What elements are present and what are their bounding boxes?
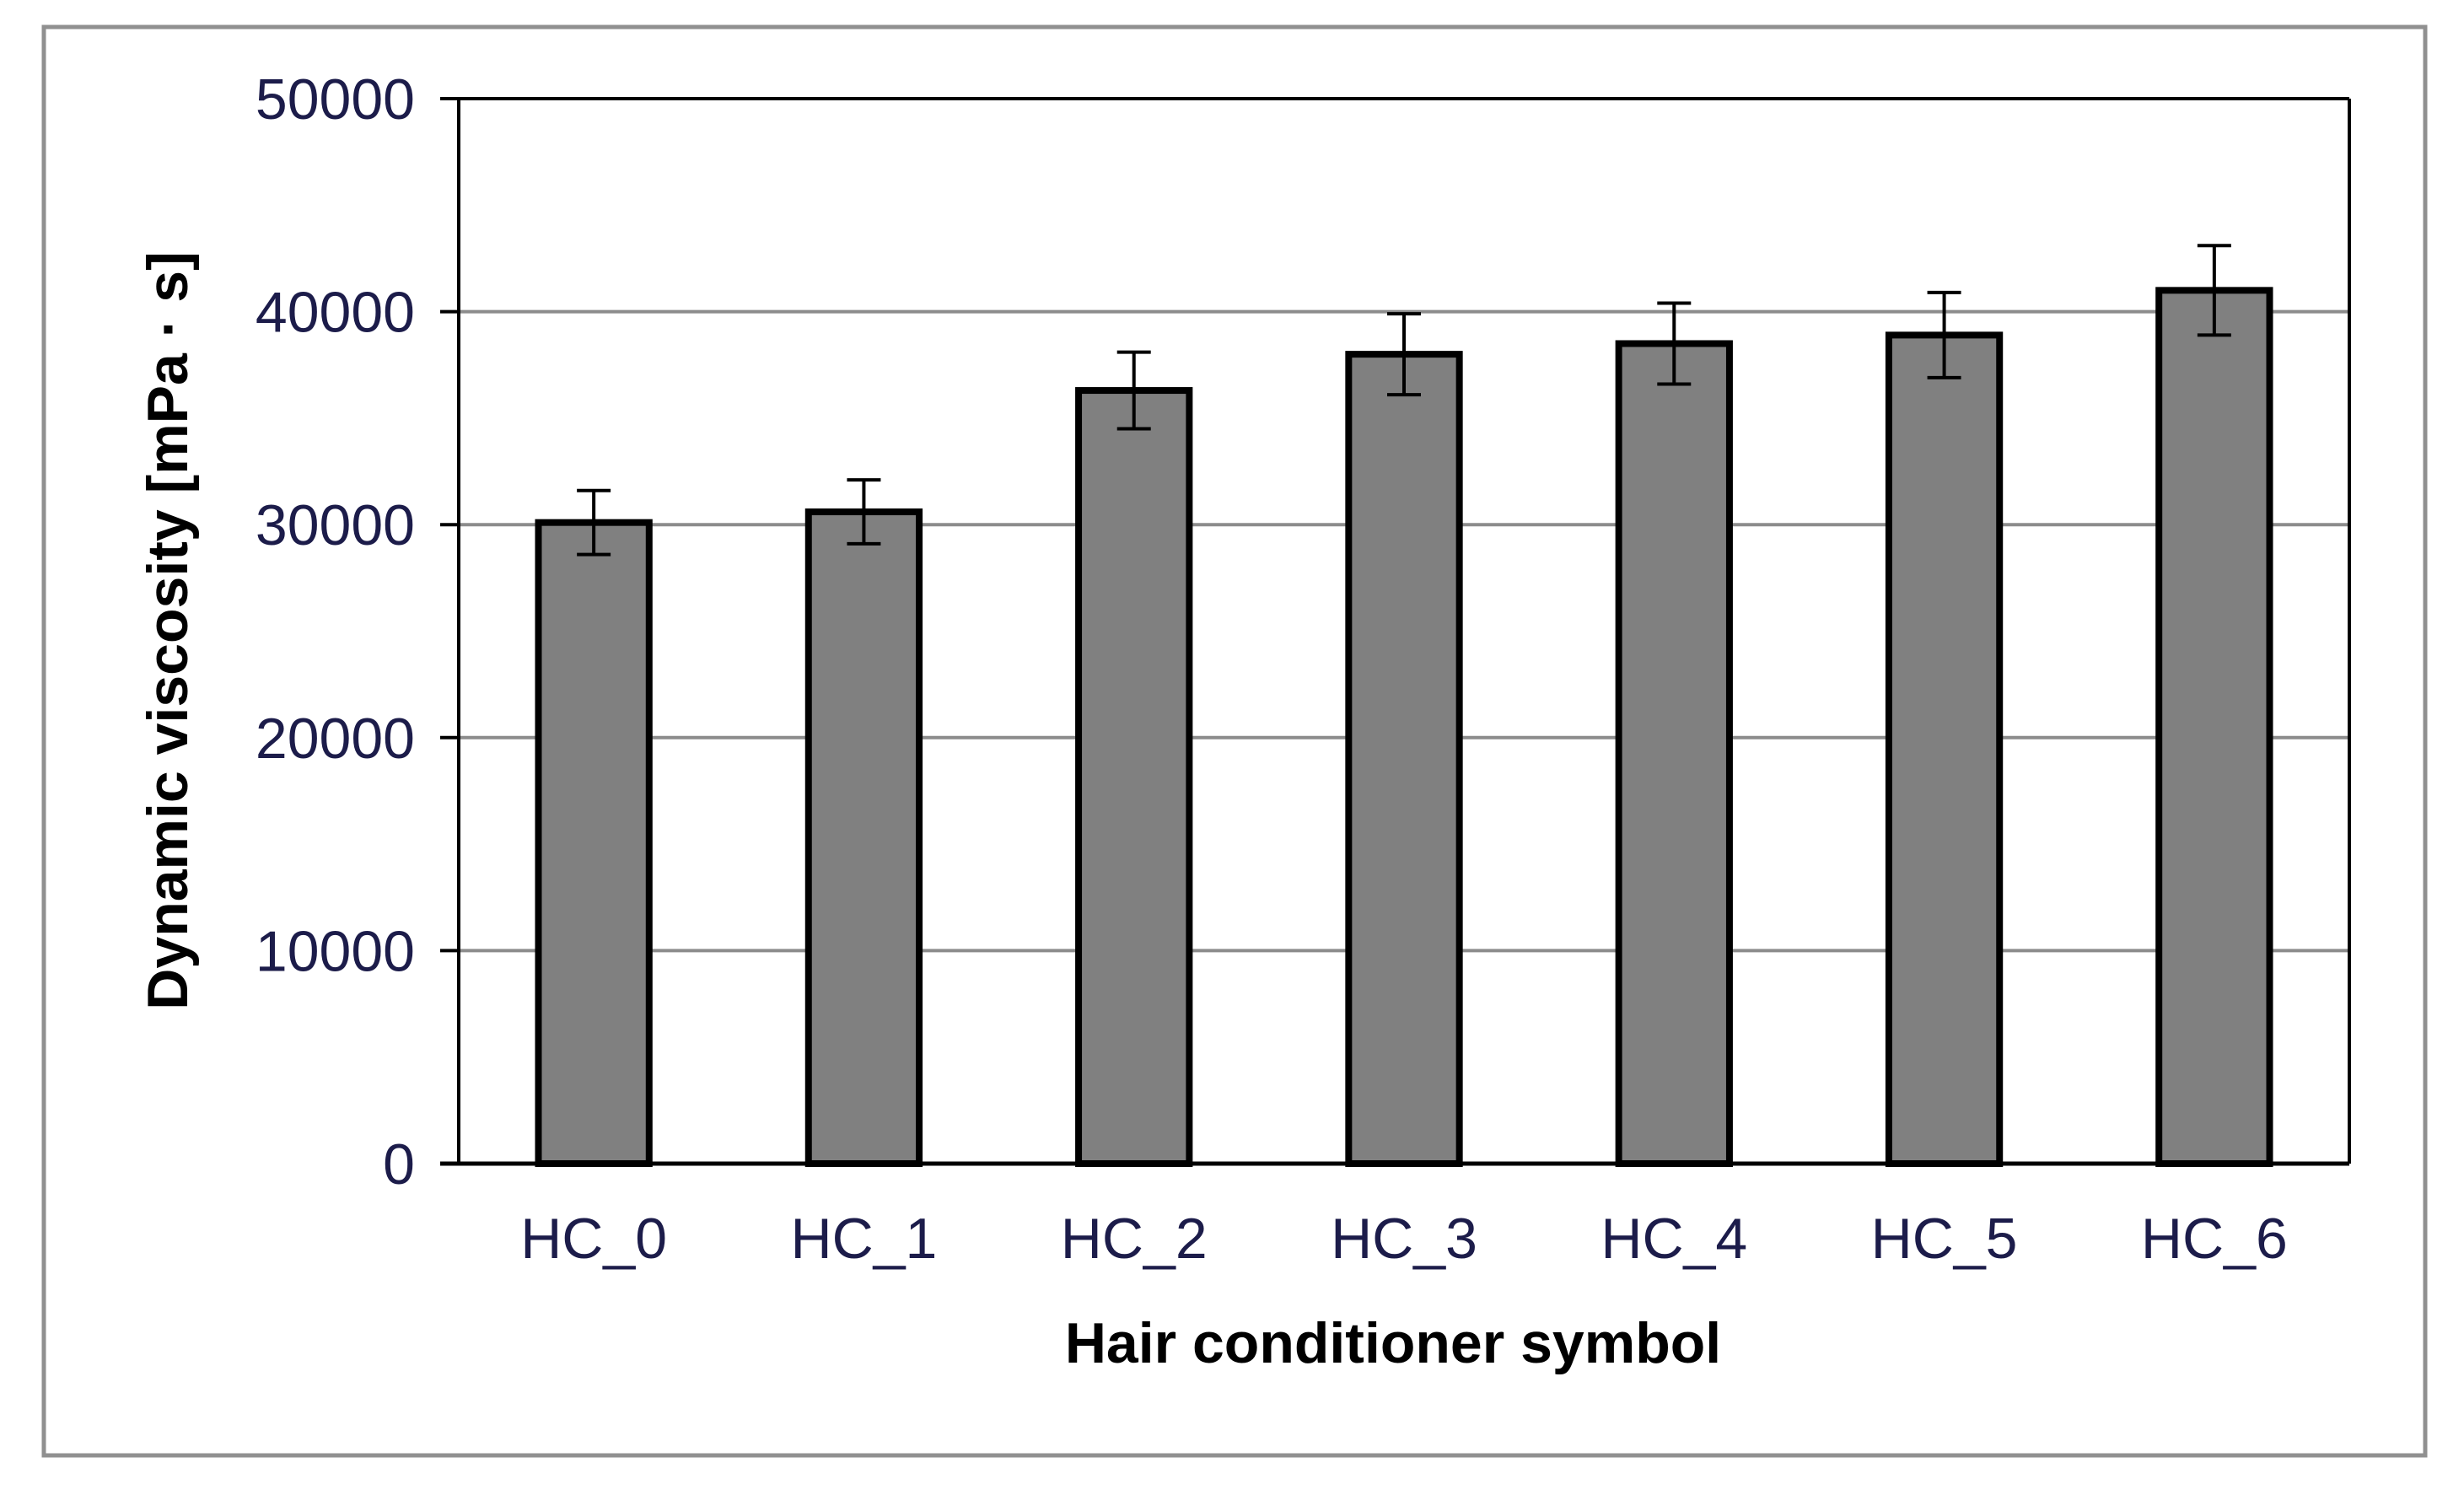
- x-tick-label: HC_5: [1871, 1207, 2018, 1271]
- bar-hc-2: [1075, 387, 1193, 1167]
- y-tick-label: 40000: [256, 281, 415, 345]
- x-tick-label: HC_6: [2141, 1207, 2288, 1271]
- bar-hc-3: [1345, 351, 1463, 1167]
- axes: [440, 97, 2351, 1166]
- y-tick-label: 50000: [256, 67, 415, 132]
- bar-hc-5: [1885, 331, 2004, 1167]
- x-tick-label: HC_4: [1601, 1207, 1747, 1271]
- x-tick-label: HC_0: [520, 1207, 667, 1271]
- y-tick-labels: 0 10000 20000 30000 40000 50000: [256, 67, 415, 1197]
- x-tick-label: HC_2: [1061, 1207, 1208, 1271]
- y-tick-label: 20000: [256, 707, 415, 771]
- y-tick-label: 30000: [256, 493, 415, 557]
- x-axis-label: Hair conditioner symbol: [1065, 1311, 1721, 1375]
- bar-hc-6: [2155, 287, 2273, 1168]
- bar-hc-1: [804, 508, 923, 1167]
- x-tick-label: HC_3: [1331, 1207, 1477, 1271]
- y-tick-label: 0: [383, 1132, 415, 1197]
- y-tick-label: 10000: [256, 919, 415, 983]
- bar-hc-4: [1615, 340, 1733, 1167]
- x-tick-label: HC_1: [790, 1207, 937, 1271]
- error-bars: [577, 244, 2231, 557]
- bar-hc-0: [535, 519, 653, 1167]
- bars: [535, 287, 2273, 1168]
- outer-frame: [41, 24, 2428, 1458]
- y-axis-label: Dynamic viscosity [mPa · s]: [136, 251, 200, 1009]
- x-tick-labels: HC_0 HC_1 HC_2 HC_3 HC_4 HC_5 HC_6: [520, 1207, 2288, 1271]
